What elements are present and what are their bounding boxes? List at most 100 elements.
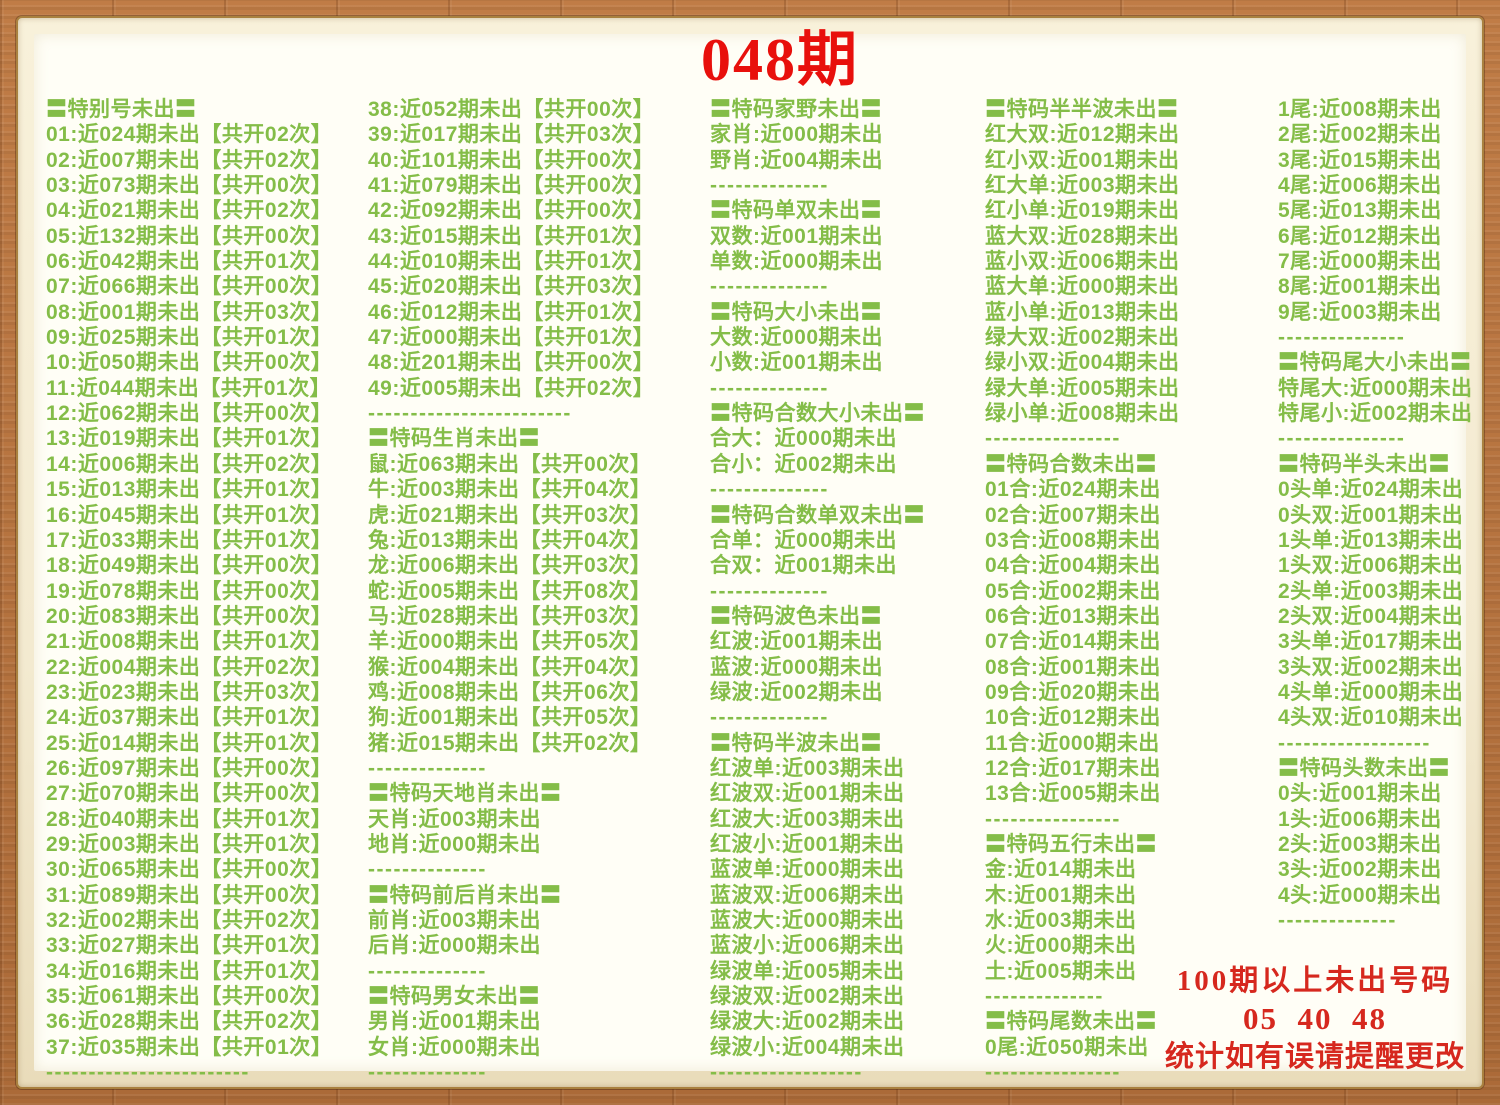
stat-line: 32:近002期未出【共开02次】 (46, 909, 333, 932)
stat-line: 牛:近003期未出【共开04次】 (368, 478, 652, 502)
separator-dashes: -------------- (368, 1061, 487, 1085)
stat-line: 3尾:近015期未出 (1278, 148, 1442, 172)
stat-line: 03合:近008期未出 (985, 528, 1161, 552)
stat-line: 后肖:近000期未出 (368, 934, 542, 958)
stat-line: 39:近017期未出【共开03次】 (368, 123, 655, 147)
stat-line: 鸡:近008期未出【共开06次】 (368, 680, 652, 704)
stat-line: 25:近014期未出【共开01次】 (46, 731, 333, 755)
footer-note: 100期以上未出号码 05 40 48 统计如有误请提醒更改 (1130, 962, 1500, 1076)
stat-line: 37:近035期未出【共开01次】 (46, 1035, 333, 1059)
stat-line: 天肖:近003期未出 (368, 807, 542, 831)
stat-line: 蓝波:近000期未出 (710, 655, 884, 679)
stat-line: 绿大单:近005期未出 (985, 376, 1180, 400)
stat-line: 兔:近013期未出【共开04次】 (368, 528, 652, 552)
section-header: 〓特码男女未出〓 (368, 985, 540, 1009)
stat-line: 红小单:近019期未出 (985, 199, 1180, 223)
stat-line: 2头:近003期未出 (1278, 832, 1442, 856)
stat-line: 蓝波大:近000期未出 (710, 909, 905, 932)
stat-line: 绿波:近002期未出 (710, 680, 884, 704)
stat-line: 女肖:近000期未出 (368, 1035, 542, 1059)
stats-column-tails-heads: 1尾:近008期未出 2尾:近002期未出 3尾:近015期未出 4尾:近006期未出… (1278, 97, 1473, 933)
stat-line: 41:近079期未出【共开00次】 (368, 174, 655, 198)
stat-line: 龙:近006期未出【共开03次】 (368, 554, 652, 578)
footer-note-line2: 05 40 48 (1243, 1001, 1387, 1036)
section-header: 〓特码头数未出〓 (1278, 756, 1450, 780)
stat-line: 02合:近007期未出 (985, 503, 1161, 527)
stat-line: 17:近033期未出【共开01次】 (46, 528, 333, 552)
separator-dashes: -------------- (368, 858, 487, 882)
stat-line: 6尾:近012期未出 (1278, 224, 1442, 248)
stat-line: 18:近049期未出【共开00次】 (46, 554, 333, 578)
stat-line: 29:近003期未出【共开01次】 (46, 832, 333, 856)
stat-line: 单数:近000期未出 (710, 250, 884, 274)
separator-dashes: --------------- (1278, 427, 1406, 451)
separator-dashes: -------------- (985, 985, 1104, 1009)
separator-dashes: ---------------- (985, 1061, 1121, 1085)
stat-line: 06合:近013期未出 (985, 604, 1161, 628)
stat-line: 合小：近002期未出 (710, 452, 898, 476)
stat-line: 5尾:近013期未出 (1278, 199, 1442, 223)
stat-line: 0头:近001期未出 (1278, 782, 1442, 806)
paper-background (34, 34, 1466, 1071)
stat-line: 绿波单:近005期未出 (710, 959, 905, 983)
stat-line: 33:近027期未出【共开01次】 (46, 934, 333, 958)
stat-line: 08:近001期未出【共开03次】 (46, 300, 333, 324)
stat-line: 3头单:近017期未出 (1278, 630, 1464, 654)
section-header: 〓特码合数未出〓 (985, 452, 1157, 476)
stat-line: 蓝波小:近006期未出 (710, 934, 905, 958)
section-header: 〓特码半波未出〓 (710, 731, 882, 755)
section-header: 〓特码波色未出〓 (710, 604, 882, 628)
stat-line: 04合:近004期未出 (985, 554, 1161, 578)
stat-line: 蓝小单:近013期未出 (985, 300, 1180, 324)
stat-line: 46:近012期未出【共开01次】 (368, 300, 655, 324)
stat-line: 前肖:近003期未出 (368, 909, 542, 932)
stat-line: 15:近013期未出【共开01次】 (46, 478, 333, 502)
stats-column-special-numbers-2-zodiac: 38:近052期未出【共开00次】 39:近017期未出【共开03次】 40:近10… (368, 97, 654, 1085)
stats-column-halfwave-sums: 〓特码半半波未出〓 红大双:近012期未出 红小双:近001期未出 红大单:近003期… (985, 97, 1180, 1085)
stat-line: 13合:近005期未出 (985, 782, 1161, 806)
stat-line: 绿小双:近004期未出 (985, 351, 1180, 375)
separator-dashes: ------------------------ (368, 402, 572, 426)
stat-line: 4头:近000期未出 (1278, 883, 1442, 907)
stat-line: 48:近201期未出【共开00次】 (368, 351, 655, 375)
stat-line: 绿大双:近002期未出 (985, 326, 1180, 350)
separator-dashes: -------------- (710, 706, 829, 730)
section-header: 〓特码尾大小未出〓 (1278, 351, 1472, 375)
stat-line: 08合:近001期未出 (985, 655, 1161, 679)
stats-column-special-numbers-1: 〓特别号未出〓 01:近024期未出【共开02次】 02:近007期未出【共开02次… (46, 97, 332, 1085)
stat-line: 07合:近014期未出 (985, 630, 1161, 654)
stat-line: 7尾:近000期未出 (1278, 250, 1442, 274)
stat-line: 13:近019期未出【共开01次】 (46, 427, 333, 451)
stat-line: 大数:近000期未出 (710, 326, 884, 350)
stat-line: 狗:近001期未出【共开05次】 (368, 706, 652, 730)
stat-line: 双数:近001期未出 (710, 224, 884, 248)
stat-line: 14:近006期未出【共开02次】 (46, 452, 333, 476)
stat-line: 23:近023期未出【共开03次】 (46, 680, 333, 704)
stat-line: 红小双:近001期未出 (985, 148, 1180, 172)
stat-line: 45:近020期未出【共开03次】 (368, 275, 655, 299)
stat-line: 43:近015期未出【共开01次】 (368, 224, 655, 248)
stat-line: 地肖:近000期未出 (368, 832, 542, 856)
section-header: 〓特码五行未出〓 (985, 832, 1157, 856)
stat-line: 火:近000期未出 (985, 934, 1137, 958)
stat-line: 38:近052期未出【共开00次】 (368, 98, 655, 121)
stat-line: 2头双:近004期未出 (1278, 604, 1464, 628)
stat-line: 03:近073期未出【共开00次】 (46, 174, 333, 198)
stat-line: 12:近062期未出【共开00次】 (46, 402, 333, 426)
stat-line: 木:近001期未出 (985, 883, 1137, 907)
section-header: 〓特码生肖未出〓 (368, 427, 540, 451)
separator-dashes: -------------- (1278, 909, 1397, 932)
section-header: 〓特码前后肖未出〓 (368, 883, 562, 907)
stat-line: 02:近007期未出【共开02次】 (46, 148, 333, 172)
stat-line: 26:近097期未出【共开00次】 (46, 756, 333, 780)
footer-note-line3: 统计如有误请提醒更改 (1164, 1041, 1465, 1073)
stat-line: 47:近000期未出【共开01次】 (368, 326, 655, 350)
stat-line: 01合:近024期未出 (985, 478, 1161, 502)
separator-dashes: -------------- (710, 174, 829, 198)
separator-dashes: -------------- (368, 756, 487, 780)
stat-line: 4尾:近006期未出 (1278, 174, 1442, 198)
separator-dashes: ------------------ (1278, 731, 1431, 755)
stats-column-attributes: 〓特码家野未出〓 家肖:近000期未出 野肖:近004期未出 ------------… (710, 97, 925, 1085)
stat-line: 07:近066期未出【共开00次】 (46, 275, 333, 299)
stat-line: 35:近061期未出【共开00次】 (46, 985, 333, 1009)
